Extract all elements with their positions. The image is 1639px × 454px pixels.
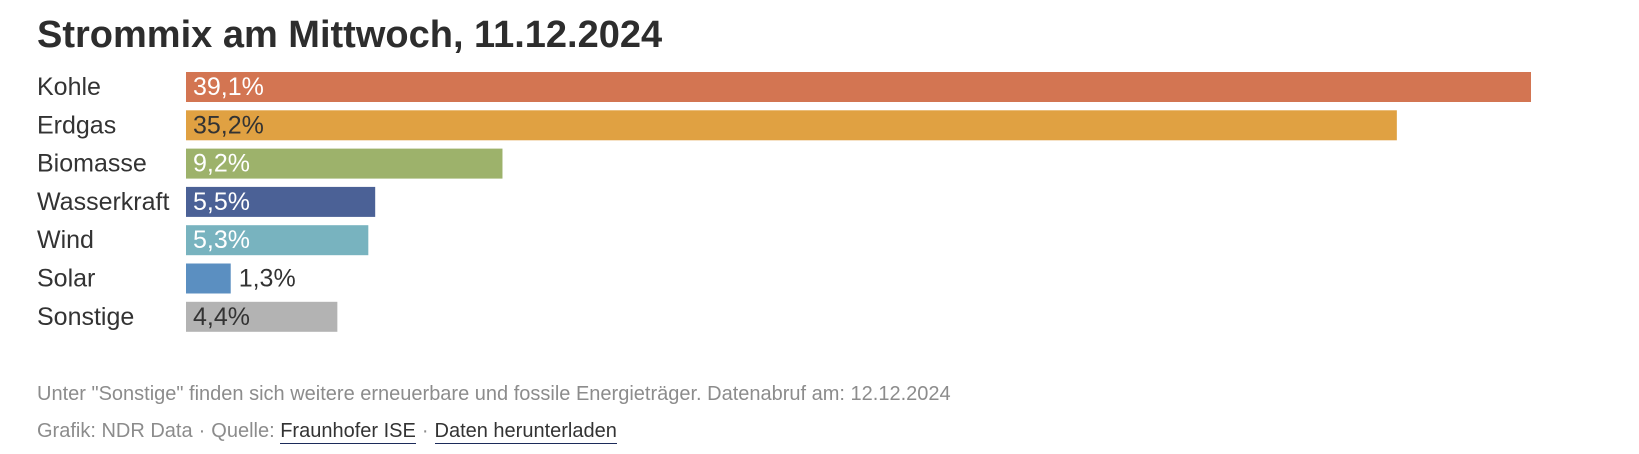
separator: ·: [421, 420, 429, 442]
bar-erdgas: [186, 110, 1397, 141]
value-label: 5,5%: [193, 188, 250, 216]
value-label: 9,2%: [193, 150, 250, 178]
credits-line: Grafik: NDR Data · Quelle: Fraunhofer ISE ·…: [37, 418, 617, 444]
category-label: Kohle: [37, 73, 101, 101]
bar-wind: [186, 225, 369, 256]
value-label: 5,3%: [193, 226, 250, 254]
bar-biomasse: [186, 148, 503, 179]
category-label: Solar: [37, 265, 95, 293]
separator: ·: [198, 420, 206, 442]
value-label: 4,4%: [193, 303, 250, 331]
category-label: Biomasse: [37, 150, 147, 178]
bar-solar: [186, 263, 231, 294]
category-label: Erdgas: [37, 111, 116, 139]
footnote: Unter "Sonstige" finden sich weitere ern…: [37, 383, 951, 405]
category-label: Sonstige: [37, 303, 134, 331]
value-label: 35,2%: [193, 111, 264, 139]
bar-kohle: [186, 72, 1531, 102]
category-label: Wind: [37, 226, 94, 254]
bar-wasserkraft: [186, 186, 376, 217]
value-label: 39,1%: [193, 73, 264, 101]
chart-title: Strommix am Mittwoch, 11.12.2024: [37, 14, 663, 56]
value-label: 1,3%: [239, 265, 296, 293]
download-data-link[interactable]: Daten herunterladen: [434, 420, 617, 444]
graphic-credit: Grafik: NDR Data: [37, 420, 193, 442]
bar-sonstige: [186, 301, 338, 332]
source-link[interactable]: Fraunhofer ISE: [280, 420, 416, 444]
source-prefix: Quelle:: [211, 420, 275, 442]
bar-chart: Kohle 39,1% Erdgas 35,2% Biomasse 9,2% Wasserk…: [37, 72, 1531, 332]
category-label: Wasserkraft: [37, 188, 169, 216]
